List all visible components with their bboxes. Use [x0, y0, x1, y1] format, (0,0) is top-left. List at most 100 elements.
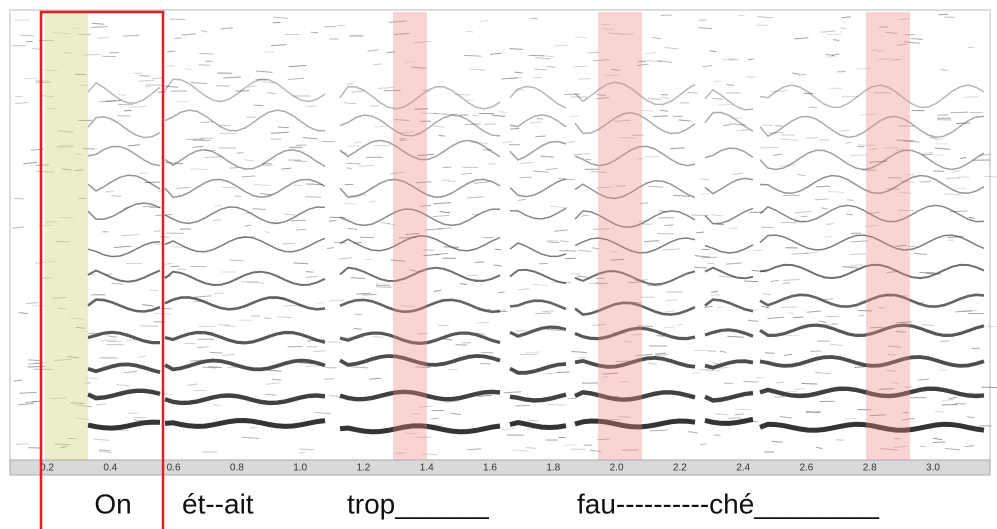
noise [454, 93, 471, 96]
noise [576, 275, 588, 278]
noise [560, 240, 569, 243]
noise [507, 76, 523, 79]
harmonic [574, 326, 696, 341]
noise [200, 30, 208, 33]
noise [917, 378, 930, 381]
noise [394, 32, 410, 36]
noise [712, 97, 724, 100]
harmonic [87, 145, 161, 167]
noise [25, 302, 39, 305]
noise [96, 403, 107, 406]
noise [166, 65, 175, 67]
highlight-band [598, 12, 642, 460]
noise [165, 161, 184, 165]
noise [878, 388, 895, 390]
noise [405, 233, 420, 236]
noise [793, 220, 807, 223]
noise [355, 292, 371, 295]
harmonic [339, 423, 501, 435]
noise [144, 181, 161, 184]
noise [964, 444, 974, 448]
noise [170, 265, 180, 268]
harmonic [509, 325, 567, 338]
noise [500, 77, 518, 80]
noise [116, 384, 130, 387]
noise [326, 246, 334, 250]
harmonic [574, 81, 696, 106]
noise [771, 89, 788, 93]
noise [903, 41, 921, 44]
noise [496, 52, 506, 55]
harmonic [704, 416, 754, 426]
harmonic [339, 139, 501, 161]
noise [554, 44, 568, 47]
noise [848, 264, 863, 267]
noise [901, 417, 915, 421]
noise [167, 50, 176, 53]
noise [105, 273, 113, 276]
noise [734, 413, 744, 416]
noise [220, 27, 234, 30]
harmonic [704, 147, 754, 159]
noise [260, 193, 272, 196]
harmonic [509, 268, 567, 285]
noise [563, 281, 571, 284]
noise [870, 49, 878, 51]
noise [794, 37, 809, 40]
noise [350, 277, 365, 279]
noise [947, 236, 964, 239]
noise [333, 241, 346, 244]
noise [921, 153, 934, 156]
noise [891, 382, 899, 385]
noise [54, 443, 71, 446]
harmonic [87, 116, 161, 139]
noise [531, 283, 547, 287]
noise [571, 350, 588, 353]
noise [44, 220, 57, 224]
noise [221, 186, 237, 189]
noise [768, 132, 784, 134]
noise [955, 310, 973, 313]
noise [100, 339, 116, 342]
noise [597, 438, 610, 441]
harmonic [759, 149, 985, 171]
noise [498, 291, 505, 294]
noise [200, 121, 213, 124]
noise [984, 175, 997, 178]
noise [662, 248, 681, 251]
harmonic [759, 263, 985, 280]
harmonic [339, 86, 501, 110]
noise [519, 176, 532, 179]
harmonic [164, 206, 326, 225]
noise [253, 104, 264, 107]
noise [369, 377, 382, 380]
noise [91, 22, 105, 25]
harmonic [339, 235, 501, 252]
noise [223, 76, 242, 79]
noise [93, 438, 110, 441]
word: trop______ [347, 488, 489, 519]
noise [12, 226, 24, 229]
noise [305, 271, 314, 273]
noise [14, 101, 29, 105]
noise [305, 275, 318, 278]
noise [403, 432, 418, 435]
noise [149, 289, 159, 292]
noise [734, 408, 752, 411]
noise [13, 379, 23, 382]
noise [664, 310, 675, 313]
noise [422, 89, 431, 92]
noise [888, 345, 902, 348]
noise [310, 31, 319, 34]
noise [526, 351, 541, 354]
noise [85, 377, 99, 380]
tick-label: 0.2 [40, 463, 54, 474]
noise [400, 305, 416, 307]
noise [261, 81, 275, 84]
noise [204, 331, 213, 334]
noise [52, 31, 70, 35]
noise [718, 275, 735, 279]
noise [509, 48, 523, 51]
